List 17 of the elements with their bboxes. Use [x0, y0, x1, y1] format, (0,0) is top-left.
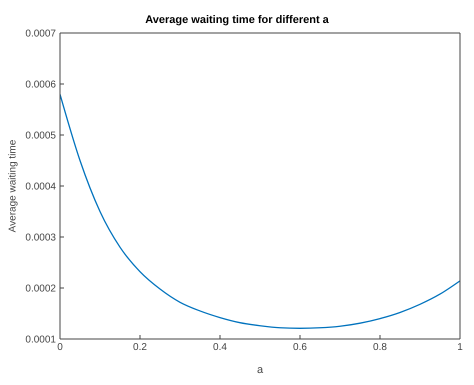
y-tick-label: 0.0001 [25, 334, 56, 346]
y-tick-label: 0.0005 [25, 130, 56, 142]
y-axis-title: Average waiting time [8, 139, 19, 232]
y-tick-label: 0.0003 [25, 232, 56, 244]
x-tick-label: 0.8 [373, 342, 388, 354]
x-axis-title: a [256, 364, 264, 376]
x-tick-label: 1 [457, 342, 464, 354]
chart-title: Average waiting time for different a [144, 14, 330, 26]
x-tick-label: 0.4 [213, 342, 228, 354]
y-tick-label: 0.0002 [25, 284, 56, 295]
y-tick-label: 0.0004 [25, 182, 56, 193]
y-tick-label: 0.0007 [25, 28, 56, 40]
x-tick-label: 0.2 [133, 342, 148, 354]
x-tick-label: 0.6 [293, 342, 308, 354]
x-tick-label: 0 [57, 342, 64, 354]
y-tick-label: 0.0006 [25, 80, 56, 91]
line-series [60, 94, 460, 329]
